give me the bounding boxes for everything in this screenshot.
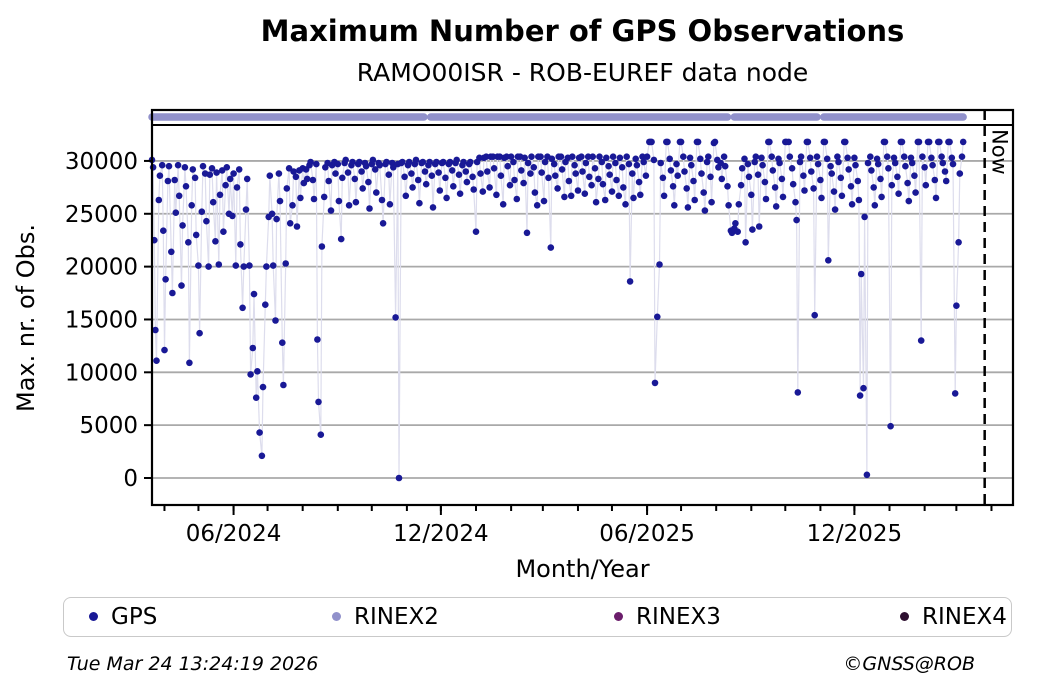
legend-item-gps: GPS [89,598,157,635]
legend-label-rinex2: RINEX2 [354,603,439,630]
svg-text:12/2024: 12/2024 [393,521,489,547]
svg-text:30000: 30000 [65,149,138,175]
svg-text:12/2025: 12/2025 [807,521,903,547]
gps-connector-line [151,140,964,479]
chart-subtitle: RAMO00ISR - ROB-EUREF data node [356,58,809,87]
x-axis-label: Month/Year [515,555,649,583]
y-axis-ticks: 0 5000 10000 15000 20000 25000 30000 [65,149,152,492]
x-axis-ticks: 06/2024 12/2024 06/2025 12/2025 [163,505,993,547]
rinex4-marker-icon [900,612,909,621]
svg-text:06/2025: 06/2025 [599,521,695,547]
plot-frame [150,108,1015,507]
chart-title: Maximum Number of GPS Observations [260,14,905,48]
svg-text:06/2024: 06/2024 [186,521,282,547]
plot-timestamp: Tue Mar 24 13:24:19 2026 [67,653,319,675]
svg-text:25000: 25000 [65,202,138,228]
y-gridlines [152,160,1013,479]
svg-text:0: 0 [123,466,138,492]
copyright-text: ©GNSS@ROB [843,653,975,675]
legend-item-rinex2: RINEX2 [332,598,439,635]
legend-label-rinex3: RINEX3 [636,603,721,630]
legend-item-rinex3: RINEX3 [614,598,721,635]
rinex3-marker-icon [614,612,623,621]
svg-text:5000: 5000 [79,413,138,439]
svg-text:20000: 20000 [65,255,138,281]
legend: GPS RINEX2 RINEX3 RINEX4 [63,597,1012,637]
svg-text:15000: 15000 [65,307,138,333]
legend-item-rinex4: RINEX4 [900,598,1007,635]
gps-marker-icon [89,612,98,621]
rinex2-marker-icon [332,612,341,621]
svg-text:10000: 10000 [65,360,138,386]
gps-points [148,138,967,482]
now-label: Now [988,129,1012,175]
legend-label-rinex4: RINEX4 [922,603,1007,630]
legend-label-gps: GPS [111,603,158,630]
y-axis-label: Max. nr. of Obs. [12,224,40,412]
